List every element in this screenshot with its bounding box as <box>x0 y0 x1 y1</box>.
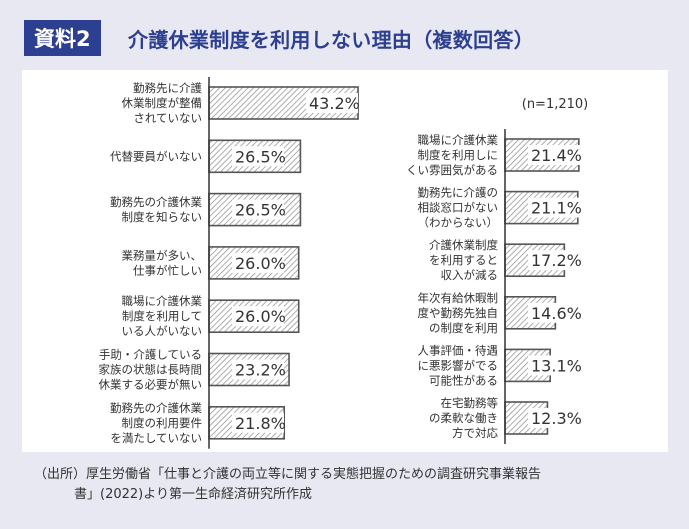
category-label: 相談窓口がない <box>418 201 499 215</box>
category-label: くい雰囲気がある <box>406 163 498 177</box>
value-label-backing <box>232 306 284 327</box>
bar-value-label: 26.5% <box>235 201 286 220</box>
bar-value-label: 21.4% <box>531 146 582 165</box>
bar-value-label: 43.2% <box>309 94 360 113</box>
category-label: を満たしていない <box>110 431 202 445</box>
value-label-backing <box>232 146 284 167</box>
category-label: 制度を知らない <box>122 210 203 224</box>
category-label: 代替要員がいない <box>110 149 202 163</box>
bar-value-label: 13.1% <box>531 356 582 375</box>
category-label: 介護休業制度 <box>429 238 498 252</box>
source-note: （出所）厚生労働省「仕事と介護の両立等に関する実態把握のための調査研究事業報告 … <box>34 465 674 505</box>
category-label: 職場に介護休業 <box>418 133 499 147</box>
value-label-backing <box>232 359 284 380</box>
bar-value-label: 17.2% <box>531 251 582 270</box>
value-label-backing <box>528 302 580 323</box>
bar-value-label: 23.2% <box>235 361 286 380</box>
value-label-backing <box>232 199 284 220</box>
category-label: 収入が減る <box>441 268 499 282</box>
sample-size-note: (n=1,210) <box>522 97 589 112</box>
chart-title: 介護休業制度を利用しない理由（複数回答） <box>128 27 534 52</box>
bar-value-label: 21.1% <box>531 199 582 218</box>
value-label-backing <box>306 93 358 113</box>
category-label: に悪影響がでる <box>418 358 499 372</box>
value-label-backing <box>528 355 580 376</box>
value-label-backing <box>528 197 580 218</box>
category-label: 勤務先の介護休業 <box>110 195 202 209</box>
value-label-backing <box>528 145 580 165</box>
category-label: 制度の利用要件 <box>122 416 203 430</box>
category-label: 度や勤務先独自 <box>418 306 499 320</box>
category-label: を利用すると <box>429 253 498 267</box>
category-label: 人事評価・待遇 <box>418 343 499 357</box>
category-label: 勤務先に介護 <box>133 81 202 95</box>
bar-value-label: 21.8% <box>235 414 286 433</box>
category-label: いる人がいない <box>122 324 203 338</box>
category-label: 手助・介護している <box>99 348 202 362</box>
category-label: 家族の状態は長時間 <box>99 363 203 377</box>
category-label: 仕事が忙しい <box>133 263 202 277</box>
category-label: 制度を利用して <box>122 309 202 323</box>
value-label-backing <box>528 408 580 428</box>
bar-value-label: 26.0% <box>235 254 286 273</box>
value-label-backing <box>232 412 284 433</box>
category-label: （わからない） <box>418 216 499 230</box>
bar-value-label: 26.0% <box>235 307 286 326</box>
bar-value-label: 26.5% <box>235 147 286 166</box>
category-label: 職場に介護休業 <box>122 294 203 308</box>
category-label: 年次有給休暇制 <box>418 291 499 305</box>
bar-value-label: 14.6% <box>531 304 582 323</box>
category-label: 業務量が多い、 <box>122 248 203 262</box>
value-label-backing <box>232 252 284 273</box>
category-label: 方で対応 <box>452 426 498 440</box>
category-label: 勤務先の介護休業 <box>110 401 202 415</box>
category-label: の制度を利用 <box>429 321 498 335</box>
category-label: 勤務先に介護の <box>418 186 499 200</box>
chart-panel: (n=1,210) 43.2% 勤務先に介護 休業制度が整備 されていない 26.5% 代… <box>22 70 668 452</box>
category-label: 在宅勤務等 <box>441 396 499 410</box>
category-label: 休業制度が整備 <box>122 96 203 110</box>
category-label: されていない <box>133 111 202 125</box>
value-label-backing <box>528 250 580 271</box>
header: 資料2 介護休業制度を利用しない理由（複数回答） <box>0 0 689 66</box>
category-label: 休業する必要が無い <box>99 378 203 392</box>
source-line-1: （出所）厚生労働省「仕事と介護の両立等に関する実態把握のための調査研究事業報告 <box>34 467 542 482</box>
figure-badge: 資料2 <box>24 20 101 56</box>
bar-value-label: 12.3% <box>531 409 582 428</box>
source-line-2: 書」(2022)より第一生命経済研究所作成 <box>74 487 312 502</box>
category-label: の柔軟な働き <box>429 411 498 425</box>
category-label: 可能性がある <box>429 373 498 387</box>
category-label: 制度を利用しに <box>418 148 499 162</box>
bar <box>208 139 302 174</box>
